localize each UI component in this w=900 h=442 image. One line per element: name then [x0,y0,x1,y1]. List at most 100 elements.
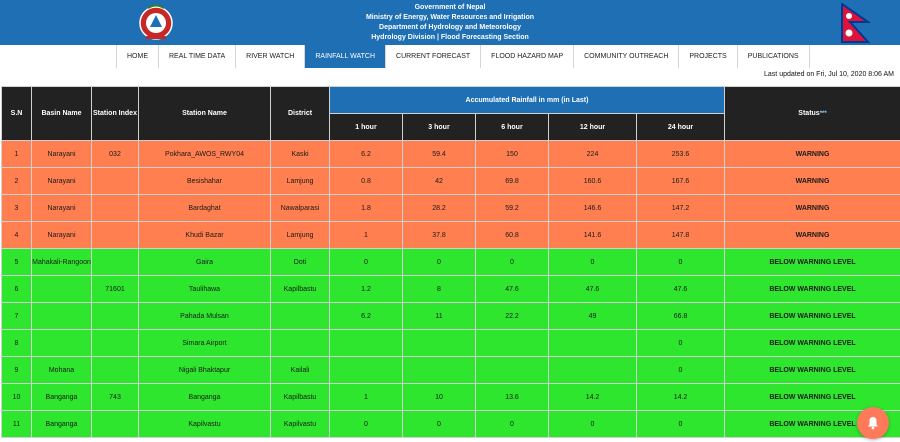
cell-status: WARNING [724,221,900,249]
cell-district [270,329,330,357]
cell-sn: 8 [1,329,32,357]
cell-1-hour: 0 [329,410,403,438]
col-header-1-hour: 1 hour [329,113,403,141]
cell-station-name: Simara Airport [138,329,271,357]
nav-real-time-data[interactable]: REAL TIME DATA [158,45,236,68]
cell-station-name: Besishahar [138,167,271,195]
cell-3-hour [402,329,476,357]
cell-3-hour: 28.2 [402,194,476,222]
cell-24-hour: 167.6 [635,167,726,195]
nav-river-watch[interactable]: RIVER WATCH [235,45,305,68]
cell-24-hour: 0 [635,410,726,438]
cell-basin [31,302,92,330]
header-line-1: Government of Nepal [414,4,486,11]
cell-station-name: Bardaghat [138,194,271,222]
cell-6-hour: 0 [475,410,549,438]
cell-district: Nawalparasi [270,194,330,222]
col-header-basin: Basin Name [31,86,92,141]
cell-basin: Mohana [31,356,92,384]
nav-home[interactable]: HOME [116,45,158,68]
cell-sn: 10 [1,383,32,411]
cell-1-hour: 0 [329,248,403,276]
status-header-mark[interactable]: *** [819,111,827,117]
nav-rainfall-watch[interactable]: RAINFALL WATCH [304,45,386,68]
cell-district [270,302,330,330]
cell-sn: 5 [1,248,32,276]
cell-6-hour: 69.8 [475,167,549,195]
cell-24-hour: 0 [635,356,726,384]
cell-24-hour: 47.6 [635,275,726,303]
cell-12-hour: 47.6 [548,275,637,303]
col-header-6-hour: 6 hour [475,113,549,141]
cell-6-hour: 47.6 [475,275,549,303]
cell-basin: Mahakali-Rangoon [31,248,92,276]
nav-flood-hazard-map[interactable]: FLOOD HAZARD MAP [480,45,574,68]
cell-basin [31,329,92,357]
cell-sn: 3 [1,194,32,222]
table-row: 9 Mohana Nigali Bhaktapur Kailali 0 BELO… [1,356,900,384]
cell-3-hour: 11 [402,302,476,330]
cell-12-hour: 14.2 [548,383,637,411]
cell-24-hour: 147.8 [635,221,726,249]
cell-station-index [91,410,139,438]
cell-12-hour [548,356,637,384]
cell-station-name: Gaira [138,248,271,276]
cell-3-hour: 0 [402,410,476,438]
cell-12-hour: 141.6 [548,221,637,249]
cell-district: Kapilbastu [270,275,330,303]
notification-button[interactable] [857,407,889,439]
cell-24-hour: 253.6 [635,140,726,168]
nav-community-outreach[interactable]: COMMUNITY OUTREACH [573,45,679,68]
table-row: 10 Banganga 743 Banganga Kapilbastu 1 10… [1,383,900,411]
cell-24-hour: 66.8 [635,302,726,330]
col-header-status: Status*** [724,86,900,141]
cell-district: Kapilvastu [270,410,330,438]
cell-1-hour: 1.2 [329,275,403,303]
nav-publications[interactable]: PUBLICATIONS [736,45,810,68]
header-line-4: Hydrology Division | Flood Forecasting S… [371,34,529,41]
cell-sn: 1 [1,140,32,168]
cell-status: BELOW WARNING LEVEL [724,302,900,330]
main-nav: HOME REAL TIME DATA RIVER WATCH RAINFALL… [116,45,810,68]
cell-station-index: 032 [91,140,139,168]
cell-1-hour: 1 [329,221,403,249]
table-row: 5 Mahakali-Rangoon Gaira Doti 0 0 0 0 0 … [1,248,900,276]
cell-status: BELOW WARNING LEVEL [724,329,900,357]
cell-basin: Narayani [31,194,92,222]
cell-12-hour: 224 [548,140,637,168]
cell-district: Lamjung [270,167,330,195]
cell-status: BELOW WARNING LEVEL [724,383,900,411]
cell-6-hour [475,329,549,357]
col-header-sn: S.N [1,86,32,141]
cell-basin: Narayani [31,140,92,168]
cell-3-hour: 8 [402,275,476,303]
cell-district: Kailali [270,356,330,384]
table-row: 1 Narayani 032 Pokhara_AWOS_RWY04 Kaski … [1,140,900,168]
table-row: 3 Narayani Bardaghat Nawalparasi 1.8 28.… [1,194,900,222]
nav-current-forecast[interactable]: CURRENT FORECAST [385,45,481,68]
cell-station-name: Pokhara_AWOS_RWY04 [138,140,271,168]
cell-24-hour: 0 [635,248,726,276]
cell-station-index [91,329,139,357]
nav-projects[interactable]: PROJECTS [678,45,737,68]
table-row: 7 Pahada Mulsan 6.2 11 22.2 49 66.8 BELO… [1,302,900,330]
cell-24-hour: 147.2 [635,194,726,222]
cell-1-hour: 1.8 [329,194,403,222]
cell-sn: 11 [1,410,32,438]
col-header-district: District [270,86,330,141]
table-row: 8 Simara Airport 0 BELOW WARNING LEVEL [1,329,900,357]
cell-12-hour [548,329,637,357]
cell-12-hour: 146.6 [548,194,637,222]
last-updated-text: Last updated on Fri, Jul 10, 2020 8:06 A… [764,71,894,78]
bell-icon [868,417,878,430]
cell-station-name: Taulihawa [138,275,271,303]
cell-station-name: Khudi Bazar [138,221,271,249]
cell-1-hour [329,356,403,384]
col-header-station-index: Station Index [91,86,139,141]
col-header-station-name: Station Name [138,86,271,141]
cell-1-hour: 1 [329,383,403,411]
header-line-2: Ministry of Energy, Water Resources and … [365,14,535,21]
cell-6-hour: 150 [475,140,549,168]
nepal-emblem-icon [139,4,173,40]
cell-status: WARNING [724,140,900,168]
